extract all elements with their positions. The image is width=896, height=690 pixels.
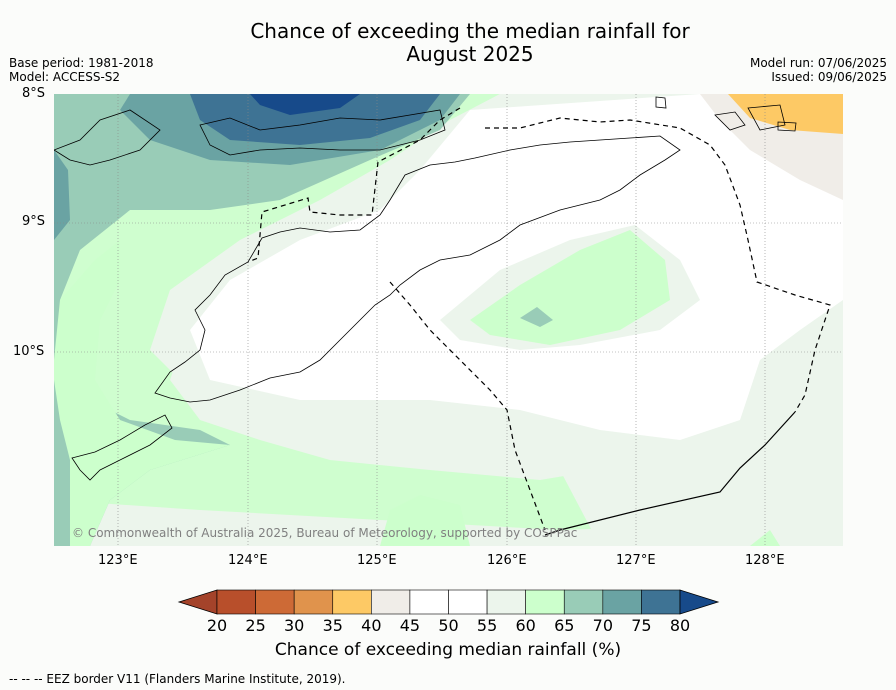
- lon-label-128e: 128°E: [745, 553, 785, 568]
- lon-label-123e: 123°E: [98, 553, 138, 568]
- copyright: © Commonwealth of Australia 2025, Bureau…: [72, 526, 578, 540]
- band-above-80: [250, 94, 360, 115]
- meta-left: Base period: 1981-2018 Model: ACCESS-S2: [9, 56, 154, 84]
- title-line-1: Chance of exceeding the median rainfall …: [250, 19, 690, 43]
- colorbar-tick-label: 40: [361, 616, 382, 635]
- model-run: Model run: 07/06/2025: [749, 56, 887, 70]
- timor-coastline: [154, 135, 681, 403]
- lat-label-9s: 9°S: [22, 214, 46, 229]
- colorbar-segment: [641, 589, 681, 615]
- band-65-70: [54, 94, 470, 546]
- colorbar-label: Chance of exceeding median rainfall (%): [274, 640, 622, 660]
- flores-coastline: [54, 109, 161, 166]
- colorbar-tick-label: 45: [399, 616, 421, 635]
- issued-date: Issued: 09/06/2025: [771, 70, 887, 84]
- band-35-40: [728, 94, 843, 134]
- meta-right: Model run: 07/06/2025 Issued: 09/06/2025: [750, 56, 887, 84]
- lon-label-125e: 125°E: [357, 553, 397, 568]
- lat-label-10s: 10°S: [13, 344, 45, 359]
- band-bottom-green: [380, 495, 470, 546]
- islands-coastline: [655, 96, 797, 132]
- lat-label-8s: 8°S: [22, 86, 46, 101]
- roti-coastline: [71, 414, 173, 481]
- colorbar-tick-label: 65: [554, 616, 575, 635]
- colorbar-segment: [486, 589, 526, 615]
- band-inner-65: [520, 307, 553, 327]
- band-left-green: [54, 240, 230, 546]
- band-60-65: [54, 94, 843, 546]
- map-area: [54, 94, 843, 546]
- gridlines: [54, 94, 843, 546]
- colorbar-arrow-low: [177, 589, 218, 615]
- colorbar-segment: [409, 589, 449, 615]
- model-name: Model: ACCESS-S2: [9, 70, 121, 84]
- colorbar-tick-label: 75: [631, 616, 652, 635]
- colorbar-segment: [525, 589, 565, 615]
- colorbar-segment: [563, 589, 604, 615]
- colorbar-segment: [216, 589, 256, 615]
- colorbar-tick-label: 20: [206, 616, 228, 635]
- colorbar-tick-label: 55: [476, 616, 498, 635]
- colorbar-segment: [448, 589, 488, 615]
- colorbar: [177, 589, 720, 615]
- title-line-2: August 2025: [406, 42, 534, 66]
- colorbar-tick-label: 60: [515, 616, 536, 635]
- lon-label-127e: 127°E: [616, 553, 656, 568]
- colorbar-tick-label: 35: [322, 616, 343, 635]
- colorbar-segment: [371, 589, 411, 615]
- map-title: Chance of exceeding the median rainfall …: [0, 20, 896, 66]
- eez-border-solid: [544, 411, 796, 536]
- colorbar-arrow-high: [679, 589, 720, 615]
- colorbar-segment: [602, 589, 642, 615]
- colorbar-tick-label: 80: [669, 616, 691, 635]
- colorbar-segment: [255, 589, 295, 615]
- band-75-80: [190, 94, 440, 145]
- band-70-75-left: [54, 150, 70, 240]
- base-period: Base period: 1981-2018: [9, 56, 154, 70]
- colorbar-tick-label: 25: [245, 616, 266, 635]
- colorbar-tick-label: 70: [592, 616, 614, 635]
- colorbar-segment: [332, 589, 372, 615]
- footnote: -- -- -- EEZ border V11 (Flanders Marine…: [9, 672, 346, 686]
- alor-coastline: [199, 109, 446, 156]
- band-bottom: [54, 500, 843, 546]
- lon-label-124e: 124°E: [228, 553, 268, 568]
- eez-border: [247, 107, 831, 531]
- band-left-edge: [54, 94, 70, 546]
- band-inner-green: [470, 230, 670, 345]
- colorbar-tick-label: 30: [283, 616, 305, 635]
- lon-label-126e: 126°E: [487, 553, 527, 568]
- colorbar-tick-label: 50: [438, 616, 459, 635]
- colorbar-segment: [293, 589, 334, 615]
